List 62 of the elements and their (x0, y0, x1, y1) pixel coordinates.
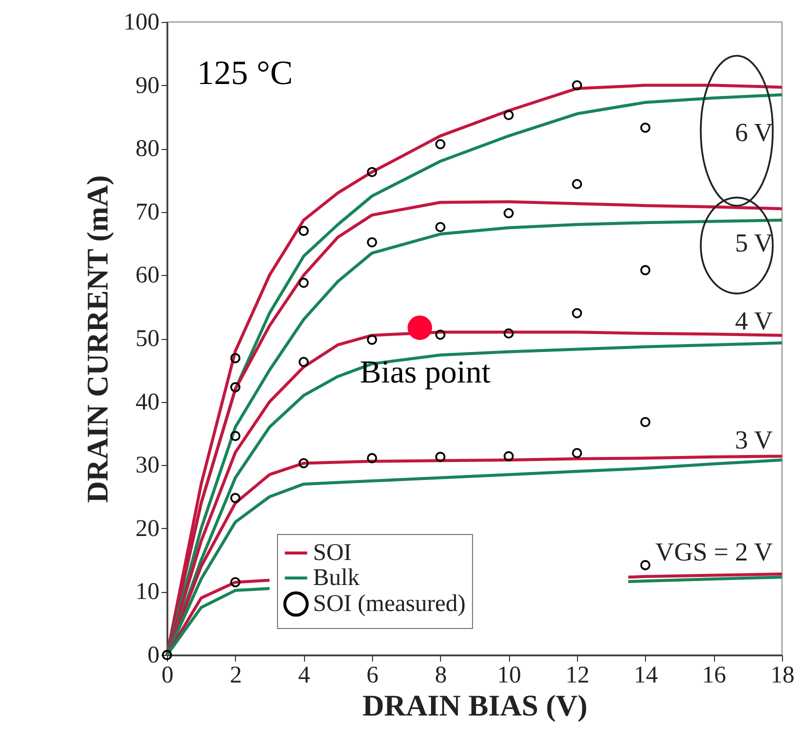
y-tick-label: 70 (136, 199, 160, 226)
y-tick-label: 30 (136, 452, 160, 479)
annotation: 6 V (734, 118, 773, 147)
y-tick-label: 40 (136, 389, 160, 416)
x-tick-label: 14 (634, 662, 658, 688)
point (230, 353, 240, 364)
point (504, 328, 514, 339)
point (435, 330, 446, 340)
point (572, 178, 582, 190)
x-tick-label: 18 (770, 662, 794, 688)
point (435, 222, 446, 232)
annotation: VGS = 2 V (655, 537, 773, 566)
point (572, 308, 582, 318)
point (640, 560, 650, 570)
point (408, 316, 432, 340)
point (572, 448, 582, 458)
y-axis-title: DRAIN CURRENT (mA) (82, 175, 114, 503)
x-tick-label: 12 (566, 662, 590, 688)
annotation: 5 V (734, 228, 773, 258)
point (366, 166, 378, 178)
y-tick-label: 0 (148, 642, 160, 668)
point (435, 452, 446, 462)
point (298, 278, 309, 288)
point (366, 334, 378, 345)
point (230, 382, 240, 392)
point (435, 139, 446, 150)
point (230, 430, 240, 442)
annotation: 4 V (734, 306, 773, 336)
legend-label: SOI (313, 540, 352, 566)
point (504, 110, 514, 120)
x-tick-label: 16 (702, 662, 726, 688)
point (230, 492, 240, 504)
legend-label: Bulk (313, 565, 360, 591)
y-tick-label: 20 (136, 516, 160, 542)
legend-label: SOI (measured) (313, 591, 466, 617)
point (572, 80, 582, 90)
x-tick-label: 4 (298, 662, 310, 688)
y-tick-label: 80 (136, 136, 160, 162)
point (366, 237, 378, 248)
annotation: 3 V (734, 425, 773, 454)
x-tick-label: 6 (366, 662, 378, 688)
y-tick-label: 50 (136, 326, 160, 352)
point (298, 356, 309, 367)
point (640, 122, 650, 133)
x-tick-label: 8 (434, 662, 447, 688)
y-tick-label: 100 (124, 10, 160, 36)
point (640, 416, 650, 428)
point (298, 226, 309, 236)
point (366, 453, 378, 464)
point (230, 577, 240, 588)
y-tick-label: 90 (136, 72, 160, 99)
x-tick-label: 10 (497, 662, 522, 688)
point (640, 265, 650, 276)
y-tick-label: 10 (136, 579, 160, 606)
y-tick-label: 60 (136, 262, 160, 289)
annotation: 125 °C (197, 55, 293, 92)
x-tick-label: 2 (230, 662, 242, 688)
annotation: Bias point (360, 354, 491, 390)
point (298, 458, 309, 468)
point (504, 451, 514, 462)
x-axis-title: DRAIN BIAS (V) (362, 690, 588, 722)
point (504, 208, 514, 218)
